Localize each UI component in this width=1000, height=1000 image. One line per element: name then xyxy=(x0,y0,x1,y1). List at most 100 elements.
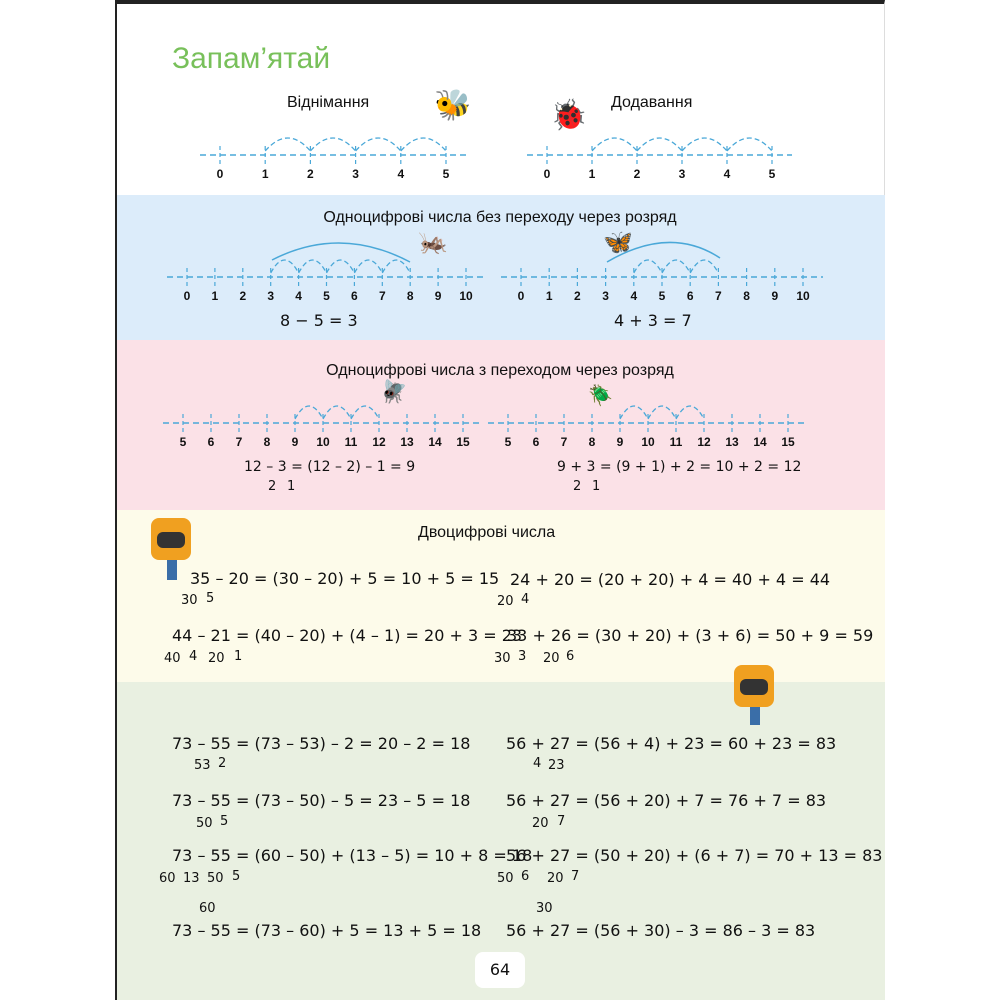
grasshopper-icon: 🦗 xyxy=(418,228,448,256)
jump-arc xyxy=(271,242,411,263)
addition-label: Додавання xyxy=(611,94,693,111)
tick-label: 15 xyxy=(456,435,470,449)
jump-arc xyxy=(661,259,691,274)
equation: 44 – 21 = (40 – 20) + (4 – 1) = 20 + 3 =… xyxy=(172,626,523,645)
tick-label: 7 xyxy=(379,289,386,303)
tick-label: 6 xyxy=(687,289,694,303)
decomposition: 30 xyxy=(494,651,511,666)
tick-label: 5 xyxy=(443,167,450,181)
tick-label: 7 xyxy=(236,435,243,449)
tick-label: 4 xyxy=(724,167,731,181)
jump-arc xyxy=(647,405,677,420)
decomposition: 5 xyxy=(220,814,229,829)
tick-label: 3 xyxy=(679,167,686,181)
tick-label: 4 xyxy=(295,289,302,303)
jump-arc xyxy=(381,259,411,274)
decomposition: 4 xyxy=(521,592,530,607)
tick-label: 14 xyxy=(753,435,767,449)
tick-label: 5 xyxy=(769,167,776,181)
tick-label: 9 xyxy=(292,435,299,449)
tick-label: 13 xyxy=(400,435,414,449)
tick-label: 5 xyxy=(323,289,330,303)
decomposition: 60 xyxy=(199,901,216,916)
equation: 56 + 27 = (50 + 20) + (6 + 7) = 70 + 13 … xyxy=(506,846,883,865)
jump-arc xyxy=(294,405,324,420)
equation: 12 – 3 = (12 – 2) – 1 = 9 xyxy=(244,459,416,475)
decomposition: 3 xyxy=(518,649,527,664)
tick-label: 1 xyxy=(546,289,553,303)
decomposition: 7 xyxy=(571,869,580,884)
page-title: Запам’ятай xyxy=(172,42,331,75)
jump-arc xyxy=(619,405,649,420)
jump-arc xyxy=(681,137,728,152)
decomposition: 23 xyxy=(548,758,565,773)
tick-label: 11 xyxy=(670,435,683,449)
decomposition: 13 xyxy=(183,871,200,886)
jump-arc xyxy=(591,137,638,152)
tick-label: 0 xyxy=(544,167,551,181)
tick-label: 0 xyxy=(518,289,525,303)
tick-label: 4 xyxy=(630,289,637,303)
decomposition: 7 xyxy=(557,814,566,829)
jump-arc xyxy=(606,241,721,263)
equation: 8 − 5 = 3 xyxy=(280,311,358,330)
jump-arc xyxy=(353,259,383,274)
tick-label: 14 xyxy=(428,435,442,449)
jump-arc xyxy=(264,137,311,152)
decomposition: 1 xyxy=(234,649,243,664)
decomposition: 1 xyxy=(592,479,601,494)
equation: 24 + 20 = (20 + 20) + 4 = 40 + 4 = 44 xyxy=(510,570,831,589)
tick-label: 10 xyxy=(316,435,330,449)
decomposition: 40 xyxy=(164,651,181,666)
equation: 73 – 55 = (60 – 50) + (13 – 5) = 10 + 8 … xyxy=(172,846,533,865)
tick-label: 7 xyxy=(715,289,722,303)
jump-arc xyxy=(689,259,719,274)
tick-label: 5 xyxy=(180,435,187,449)
band-two-digit xyxy=(117,510,885,682)
tick-label: 3 xyxy=(267,289,274,303)
equation: 9 + 3 = (9 + 1) + 2 = 10 + 2 = 12 xyxy=(557,459,802,475)
jump-arc xyxy=(309,137,357,152)
equation: 4 + 3 = 7 xyxy=(614,311,692,330)
jump-arc xyxy=(633,259,663,274)
jump-arc xyxy=(322,405,352,420)
equation: 56 + 27 = (56 + 20) + 7 = 76 + 7 = 83 xyxy=(506,791,827,810)
heading-single-carry: Одноцифрові числа з переходом через розр… xyxy=(326,362,674,379)
equation: 73 – 55 = (73 – 50) – 5 = 23 – 5 = 18 xyxy=(172,791,471,810)
decomposition: 2 xyxy=(573,479,582,494)
tick-label: 0 xyxy=(184,289,191,303)
tick-label: 12 xyxy=(697,435,711,449)
tick-label: 1 xyxy=(589,167,596,181)
heading-single-no-carry: Одноцифрові числа без переходу через роз… xyxy=(323,209,677,226)
jump-arc xyxy=(675,405,705,420)
tick-label: 11 xyxy=(345,435,358,449)
butterfly-icon: 🦋 xyxy=(603,228,633,256)
decomposition: 4 xyxy=(533,756,542,771)
decomposition: 20 xyxy=(543,651,560,666)
band-single-no-carry xyxy=(117,195,885,340)
tick-label: 12 xyxy=(372,435,386,449)
tick-label: 0 xyxy=(217,167,224,181)
jump-arc xyxy=(270,259,300,274)
subtraction-label: Віднімання xyxy=(287,94,370,111)
tick-label: 9 xyxy=(617,435,624,449)
tick-label: 1 xyxy=(262,167,269,181)
tick-label: 9 xyxy=(435,289,442,303)
tick-label: 8 xyxy=(743,289,750,303)
tick-label: 2 xyxy=(574,289,581,303)
band-examples xyxy=(117,682,885,1000)
decomposition: 50 xyxy=(207,871,224,886)
tick-label: 8 xyxy=(264,435,271,449)
decomposition: 6 xyxy=(521,869,530,884)
tick-label: 3 xyxy=(602,289,609,303)
ladybug-icon: 🐞 xyxy=(550,98,588,133)
tick-label: 13 xyxy=(725,435,739,449)
tick-label: 10 xyxy=(796,289,810,303)
decomposition: 50 xyxy=(497,871,514,886)
beetle-icon: 🪲 xyxy=(588,383,613,407)
tick-label: 4 xyxy=(397,167,404,181)
tick-label: 8 xyxy=(407,289,414,303)
tick-label: 5 xyxy=(659,289,666,303)
decomposition: 6 xyxy=(566,649,575,664)
